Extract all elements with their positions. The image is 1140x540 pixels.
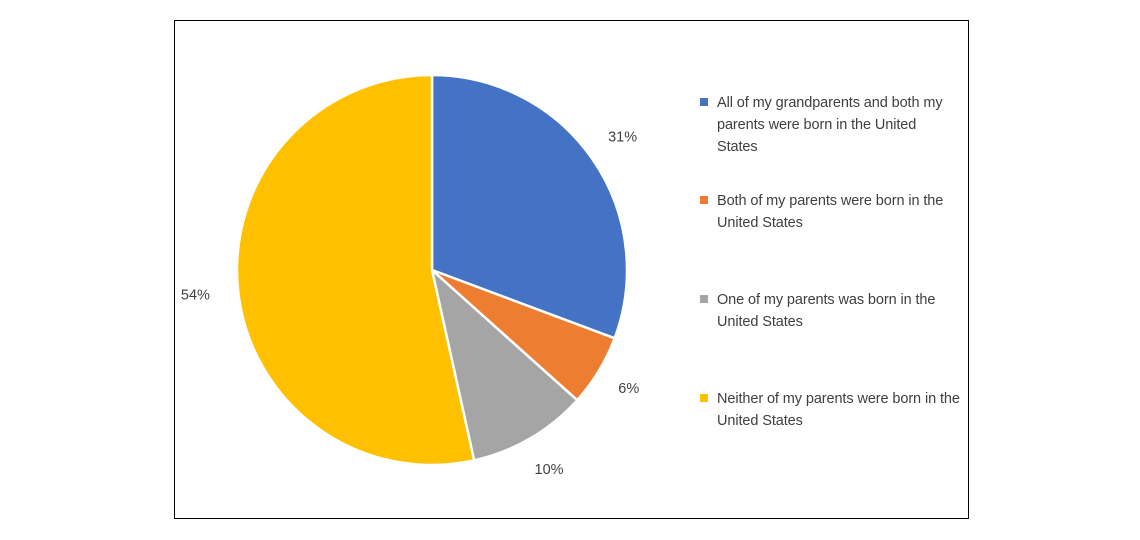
data-label-2: 10%: [535, 462, 564, 478]
pie-slice-0: [430, 73, 629, 340]
legend-swatch-1: [700, 196, 708, 204]
pie-slices: [235, 73, 629, 467]
legend-swatch-2: [700, 295, 708, 303]
data-label-1: 6%: [618, 381, 639, 397]
pie-slice-3: [235, 73, 476, 467]
pie-slice-2: [430, 268, 579, 462]
legend-item-0: All of my grandparents and both my paren…: [700, 92, 960, 158]
legend-item-3: Neither of my parents were born in the U…: [700, 388, 960, 432]
legend-item-1: Both of my parents were born in the Unit…: [700, 190, 960, 234]
legend-label-1: Both of my parents were born in the Unit…: [717, 193, 944, 231]
legend-label-0: All of my grandparents and both my paren…: [717, 95, 943, 155]
legend-label-2: One of my parents was born in the United…: [717, 292, 936, 330]
legend-swatch-3: [700, 394, 708, 402]
data-labels: 31% 6% 10% 54%: [181, 130, 639, 479]
data-label-0: 31%: [608, 130, 637, 146]
data-label-3: 54%: [181, 288, 210, 304]
legend-swatch-0: [700, 98, 708, 106]
legend-label-3: Neither of my parents were born in the U…: [717, 391, 960, 429]
legend-item-2: One of my parents was born in the United…: [700, 289, 960, 333]
